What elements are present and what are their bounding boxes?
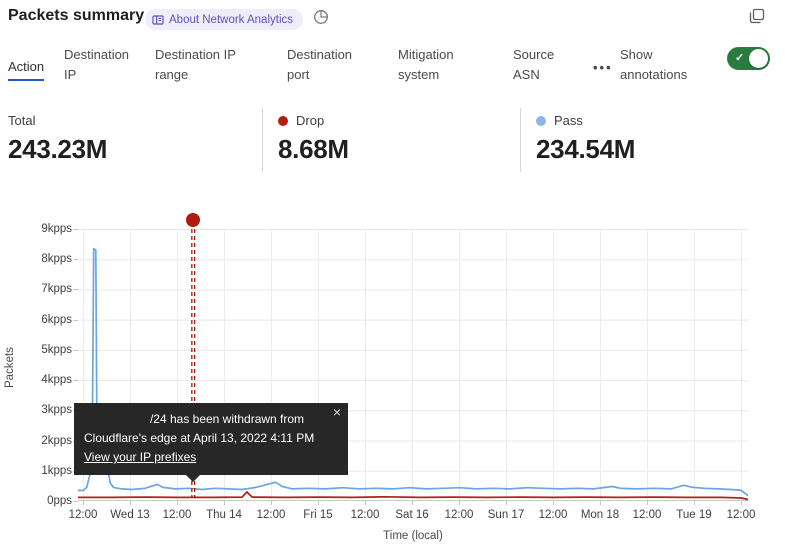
tooltip-caret xyxy=(183,472,203,482)
x-tick-mark xyxy=(506,501,507,505)
x-tick-mark xyxy=(224,501,225,505)
x-tick-label: Thu 14 xyxy=(206,509,242,521)
x-tick-label: Wed 13 xyxy=(110,509,150,521)
badge-label: About Network Analytics xyxy=(169,13,294,26)
tab-destination-ip[interactable]: Destination IP xyxy=(64,47,130,83)
tab-source-asn[interactable]: Source ASN xyxy=(513,47,555,83)
x-tick-mark xyxy=(83,501,84,505)
y-tick-label: 7kpps xyxy=(41,283,72,296)
show-annotations-toggle[interactable]: ✓ xyxy=(727,47,770,70)
expand-panel-icon[interactable] xyxy=(749,8,765,24)
y-tick-mark xyxy=(73,229,78,230)
x-tick-mark xyxy=(271,501,272,505)
x-tick-mark xyxy=(318,501,319,505)
stat-divider xyxy=(262,108,263,172)
drop-legend-dot xyxy=(278,116,288,126)
x-tick-mark xyxy=(459,501,460,505)
page-title: Packets summary xyxy=(8,7,145,24)
pass-value: 234.54M xyxy=(536,134,636,164)
annotation-tooltip: × /24 has been withdrawn from Cloudflare… xyxy=(74,403,348,475)
x-tick-label: 12:00 xyxy=(632,509,662,521)
y-tick-mark xyxy=(73,319,78,321)
more-tabs-icon[interactable]: ••• xyxy=(593,60,613,75)
y-tick-label: 6kpps xyxy=(41,313,72,326)
stat-divider xyxy=(520,108,521,172)
total-label: Total xyxy=(8,113,36,128)
annotation-marker-dot[interactable] xyxy=(186,213,200,227)
about-network-analytics-badge[interactable]: About Network Analytics xyxy=(145,9,304,30)
series-line-drop xyxy=(78,491,748,501)
total-value: 243.23M xyxy=(8,134,108,164)
x-tick-label: Mon 18 xyxy=(580,509,620,521)
y-tick-label: 8kpps xyxy=(41,253,72,266)
x-tick-label: 12:00 xyxy=(162,509,192,521)
y-tick-label: 3kpps xyxy=(41,404,72,417)
x-tick-label: 12:00 xyxy=(68,509,98,521)
tooltip-text-line1: /24 has been withdrawn from xyxy=(149,412,305,426)
tab-mitigation-system[interactable]: Mitigation system xyxy=(398,47,454,83)
show-annotations-label: Show annotations xyxy=(620,47,688,83)
check-icon: ✓ xyxy=(735,52,745,64)
x-tick-mark xyxy=(365,501,366,505)
pass-legend-dot xyxy=(536,116,546,126)
tab-destination-port[interactable]: Destination port xyxy=(287,47,353,83)
y-tick-mark xyxy=(73,259,78,261)
x-tick-label: Fri 15 xyxy=(303,509,333,521)
x-tick-label: 12:00 xyxy=(726,509,756,521)
x-tick-label: 12:00 xyxy=(538,509,568,521)
x-tick-mark xyxy=(647,501,648,505)
y-tick-label: 1kpps xyxy=(41,464,72,477)
x-tick-mark xyxy=(600,501,601,505)
x-tick-mark xyxy=(553,501,554,505)
y-tick-mark xyxy=(73,289,78,291)
tooltip-close-icon[interactable]: × xyxy=(332,404,341,420)
y-tick-mark xyxy=(73,501,78,502)
y-tick-mark xyxy=(73,380,78,382)
x-axis-title: Time (local) xyxy=(383,530,443,542)
x-tick-label: Tue 19 xyxy=(676,509,712,521)
y-tick-label: 9kpps xyxy=(41,223,72,235)
toggle-knob xyxy=(749,49,768,68)
x-tick-mark xyxy=(741,501,742,505)
x-tick-mark xyxy=(177,501,178,505)
book-icon xyxy=(152,14,164,26)
y-tick-label: 0pps xyxy=(47,495,72,507)
tooltip-text-line2: Cloudflare's edge at April 13, 2022 4:11… xyxy=(84,431,315,445)
y-tick-label: 4kpps xyxy=(41,374,72,387)
x-tick-mark xyxy=(412,501,413,505)
drop-value: 8.68M xyxy=(278,134,349,164)
y-tick-mark xyxy=(73,349,78,351)
x-tick-label: Sat 16 xyxy=(395,509,429,521)
y-tick-label: 5kpps xyxy=(41,343,72,356)
y-tick-label: 2kpps xyxy=(41,434,72,447)
x-tick-mark xyxy=(130,501,131,505)
x-tick-label: 12:00 xyxy=(256,509,286,521)
drop-label: Drop xyxy=(296,113,325,128)
view-ip-prefixes-link[interactable]: View your IP prefixes xyxy=(84,450,197,464)
pass-label: Pass xyxy=(554,113,583,128)
tab-destination-ip-range[interactable]: Destination IP range xyxy=(155,47,236,83)
x-tick-label: 12:00 xyxy=(444,509,474,521)
x-tick-label: 12:00 xyxy=(350,509,380,521)
tab-action[interactable]: Action xyxy=(8,57,45,81)
time-pie-icon[interactable] xyxy=(313,9,329,25)
x-tick-label: Sun 17 xyxy=(487,509,525,521)
x-tick-mark xyxy=(694,501,695,505)
